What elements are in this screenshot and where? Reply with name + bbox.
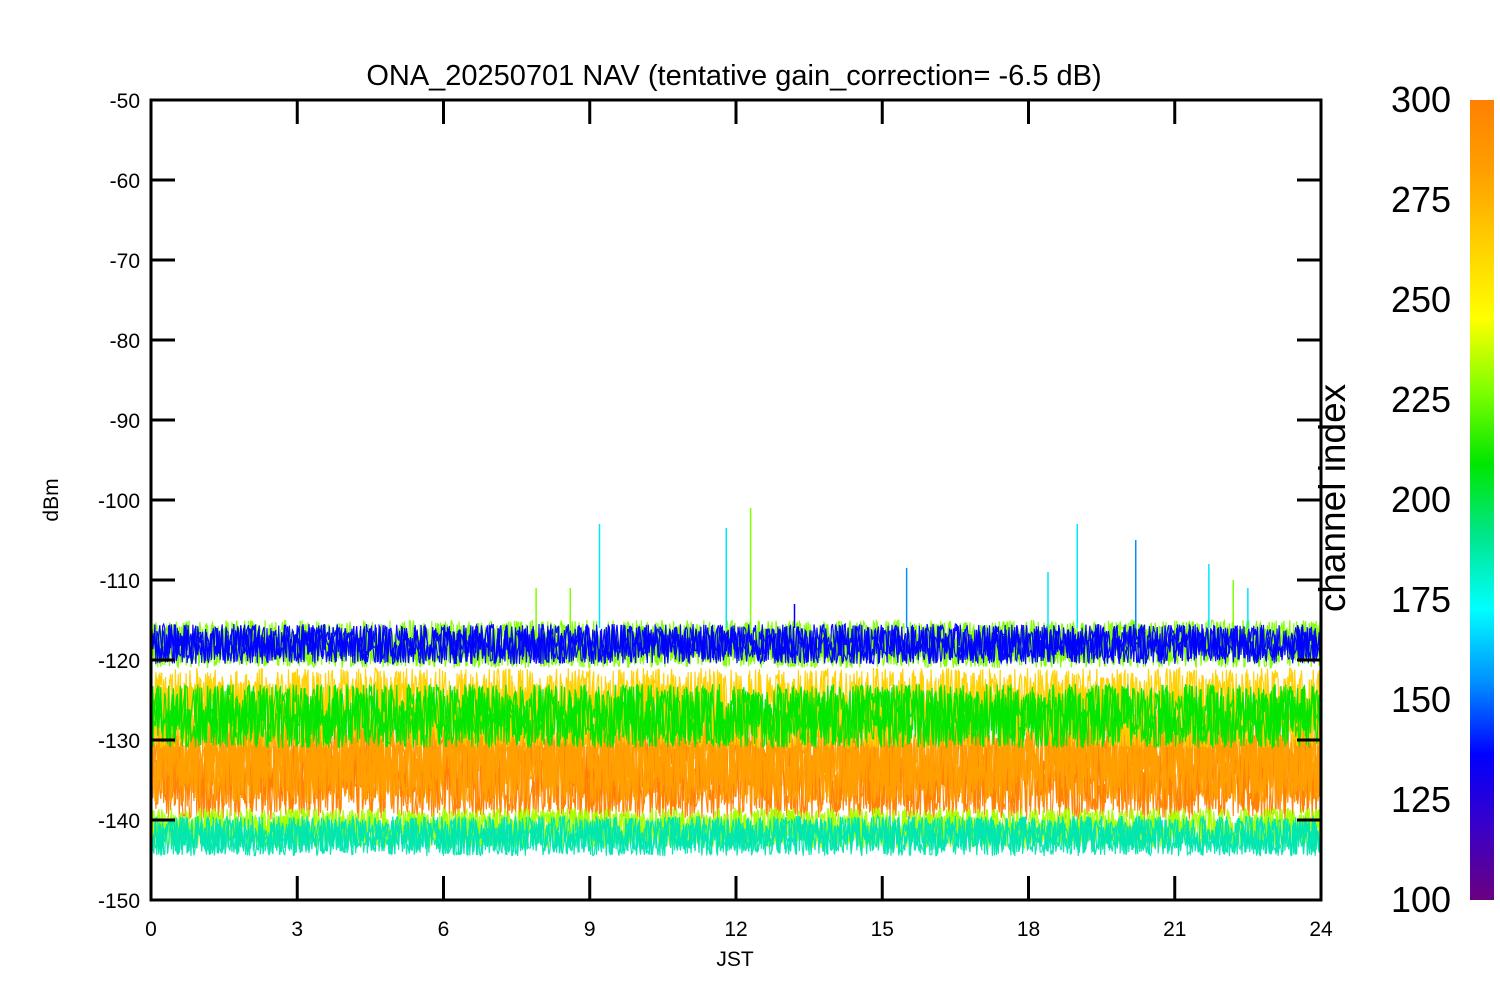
channel-band-150 (151, 622, 1321, 666)
channel-trace (151, 731, 1321, 822)
channel-band-190 (151, 814, 1321, 857)
axis-ticks (149, 98, 1323, 902)
y-tick-label: -130 (98, 730, 140, 753)
colorbar-tick-label: 250 (1391, 279, 1451, 320)
colorbar-label: channel index (1312, 383, 1353, 612)
colorbar-tick-label: 300 (1391, 79, 1451, 120)
x-tick-label: 12 (724, 918, 747, 941)
x-tick-label: 6 (438, 918, 450, 941)
data-layer (151, 508, 1321, 857)
colorbar-tick-label: 100 (1391, 879, 1451, 920)
y-tick-label: -140 (98, 810, 140, 833)
spikes (535, 508, 1249, 628)
x-tick-label: 0 (145, 918, 157, 941)
channel-trace (151, 623, 1321, 666)
channel-band-235 (151, 682, 1321, 750)
x-tick-label: 18 (1017, 918, 1040, 941)
channel-trace (151, 815, 1321, 857)
colorbar (1470, 100, 1494, 900)
x-tick-label: 15 (871, 918, 894, 941)
x-tick-label: 3 (291, 918, 303, 941)
y-tick-label: -70 (110, 250, 140, 273)
x-axis-label: JST (716, 948, 754, 971)
x-tick-label: 24 (1309, 918, 1333, 941)
y-tick-label: -120 (98, 650, 140, 673)
y-tick-label: -100 (98, 490, 140, 513)
colorbar-tick-label: 150 (1391, 679, 1451, 720)
y-tick-label: -50 (110, 90, 140, 113)
y-tick-label: -150 (98, 890, 140, 913)
y-tick-label: -80 (110, 330, 140, 353)
channel-trace (151, 683, 1321, 749)
colorbar-tick-label: 125 (1391, 779, 1451, 820)
colorbar-tick-label: 275 (1391, 179, 1451, 220)
chart-title: ONA_20250701 NAV (tentative gain_correct… (366, 60, 1101, 92)
channel-trace (151, 814, 1321, 857)
colorbar-tick-label: 225 (1391, 379, 1451, 420)
colorbar-tick-label: 175 (1391, 579, 1451, 620)
x-tick-label: 21 (1163, 918, 1186, 941)
y-tick-label: -60 (110, 170, 140, 193)
channel-trace (151, 705, 1321, 804)
y-tick-label: -90 (110, 410, 140, 433)
y-tick-label: -110 (100, 570, 140, 593)
x-tick-labels: 0 3 6 9 12 15 18 21 24 (145, 918, 1333, 941)
x-tick-label: 9 (584, 918, 596, 941)
colorbar-tick-label: 200 (1391, 479, 1451, 520)
y-axis-label: dBm (40, 478, 63, 521)
y-tick-labels: -50 -60 -70 -80 -90 -100 -110 -120 -130 -140 -150 (98, 90, 140, 913)
colorbar-tick-labels: 300 275 250 225 200 175 150 125 100 (1391, 79, 1451, 920)
